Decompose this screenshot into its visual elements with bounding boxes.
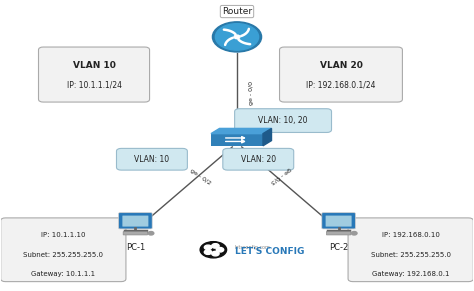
Text: Gateway: 10.1.1.1: Gateway: 10.1.1.1 — [31, 271, 95, 277]
Polygon shape — [263, 128, 272, 146]
Circle shape — [351, 232, 357, 235]
FancyBboxPatch shape — [123, 232, 148, 235]
FancyBboxPatch shape — [223, 148, 294, 170]
Polygon shape — [211, 128, 272, 134]
FancyBboxPatch shape — [326, 216, 352, 227]
Text: VLAN: 10: VLAN: 10 — [134, 155, 170, 164]
Text: Router: Router — [222, 7, 252, 16]
FancyBboxPatch shape — [235, 109, 331, 132]
Circle shape — [148, 232, 154, 235]
Circle shape — [216, 247, 224, 252]
Circle shape — [212, 22, 262, 52]
FancyBboxPatch shape — [117, 148, 187, 170]
FancyBboxPatch shape — [122, 216, 148, 227]
Text: PC-2: PC-2 — [329, 242, 348, 251]
Text: IP: 10.1.1.1/24: IP: 10.1.1.1/24 — [66, 81, 121, 90]
Circle shape — [215, 24, 259, 50]
Text: ge - 0/3: ge - 0/3 — [269, 166, 292, 184]
Text: VLAN 20: VLAN 20 — [319, 61, 363, 70]
Circle shape — [200, 242, 227, 258]
FancyBboxPatch shape — [326, 232, 351, 235]
Text: VLAN: 20: VLAN: 20 — [241, 155, 276, 164]
FancyBboxPatch shape — [38, 47, 150, 102]
Text: VLAN 10: VLAN 10 — [73, 61, 116, 70]
Text: IP: 10.1.1.10: IP: 10.1.1.10 — [41, 232, 86, 238]
Text: Subnet: 255.255.255.0: Subnet: 255.255.255.0 — [371, 252, 451, 258]
FancyBboxPatch shape — [348, 218, 474, 282]
Circle shape — [212, 244, 219, 248]
FancyBboxPatch shape — [280, 47, 402, 102]
Circle shape — [234, 35, 240, 39]
Text: LET'S CONFIG: LET'S CONFIG — [235, 247, 304, 256]
Text: IP: 192.168.0.10: IP: 192.168.0.10 — [382, 232, 439, 238]
Text: letsconfig.com: letsconfig.com — [235, 245, 271, 250]
Text: ge - 0/0: ge - 0/0 — [249, 81, 254, 105]
Text: IP: 192.168.0.1/24: IP: 192.168.0.1/24 — [306, 81, 376, 90]
Text: ge - 0/2: ge - 0/2 — [189, 168, 212, 186]
FancyBboxPatch shape — [118, 213, 152, 229]
Text: VLAN: 10, 20: VLAN: 10, 20 — [258, 116, 308, 125]
Text: Gateway: 192.168.0.1: Gateway: 192.168.0.1 — [372, 271, 449, 277]
Circle shape — [204, 250, 212, 254]
FancyBboxPatch shape — [322, 213, 356, 229]
Text: PC-1: PC-1 — [126, 242, 145, 251]
Circle shape — [212, 251, 219, 256]
Circle shape — [204, 245, 212, 250]
FancyBboxPatch shape — [0, 218, 126, 282]
Text: Subnet: 255.255.255.0: Subnet: 255.255.255.0 — [23, 252, 103, 258]
FancyBboxPatch shape — [211, 134, 263, 146]
